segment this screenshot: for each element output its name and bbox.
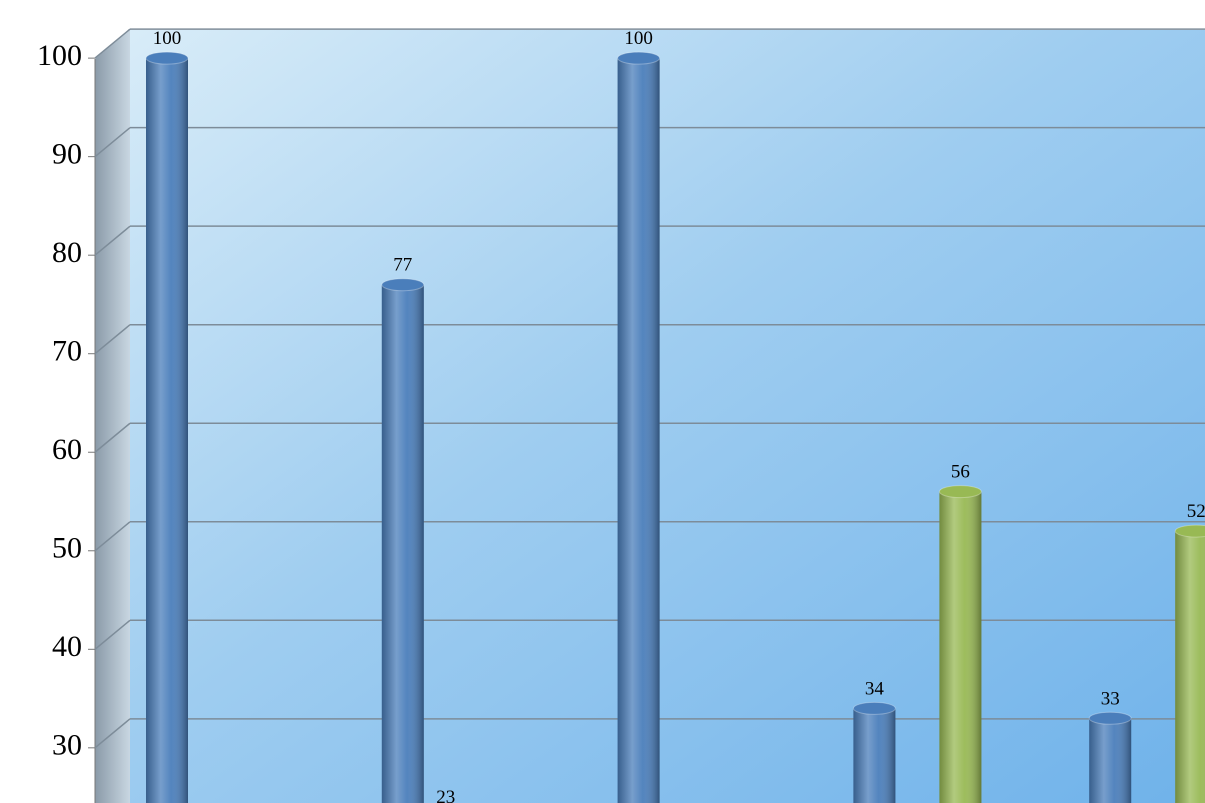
y-tick-label: 90 — [52, 138, 82, 171]
bar-cap — [1174, 524, 1205, 538]
grid-line-side — [94, 619, 131, 650]
y-tick-label: 30 — [52, 729, 82, 762]
value-label: 100 — [624, 28, 653, 49]
bar-shade — [853, 708, 896, 803]
grid-line-side — [94, 28, 131, 59]
bars: 100 77 23 100 34 56 33 52 — [145, 28, 1205, 803]
grid-line-side — [94, 718, 131, 749]
bar-cap — [938, 485, 982, 499]
grid-line-side — [94, 521, 131, 552]
grid-line-side — [94, 225, 131, 256]
value-label: 34 — [865, 678, 885, 699]
back-wall — [130, 30, 1205, 803]
y-tick-label: 50 — [52, 532, 82, 565]
grid-line-side — [94, 324, 131, 355]
bar-cap — [617, 51, 661, 65]
bar-cap — [145, 51, 189, 65]
side-wall — [95, 30, 130, 803]
value-label: 100 — [153, 28, 182, 49]
bar-shade — [1089, 718, 1132, 803]
value-label: 33 — [1101, 688, 1120, 709]
bar-shade — [1175, 531, 1205, 803]
value-label: 56 — [951, 462, 970, 483]
y-tick-label: 60 — [52, 433, 82, 466]
y-tick-label: 80 — [52, 236, 82, 269]
value-label: 77 — [393, 255, 412, 276]
bar-shade — [146, 58, 188, 803]
bar-shade — [381, 284, 424, 803]
y-tick-label: 70 — [52, 335, 82, 368]
value-label: 52 — [1187, 501, 1205, 522]
bar-shade — [939, 491, 982, 803]
bar-cap — [852, 701, 896, 715]
grid-line-side — [94, 127, 131, 158]
bar-cap — [1088, 711, 1132, 725]
value-label: 23 — [436, 787, 455, 803]
grid — [88, 28, 1205, 749]
bar-cap — [381, 278, 425, 292]
grid-line-side — [94, 422, 131, 453]
bar-shade — [617, 58, 660, 803]
y-tick-label: 100 — [37, 39, 82, 72]
y-tick-label: 40 — [52, 630, 82, 663]
